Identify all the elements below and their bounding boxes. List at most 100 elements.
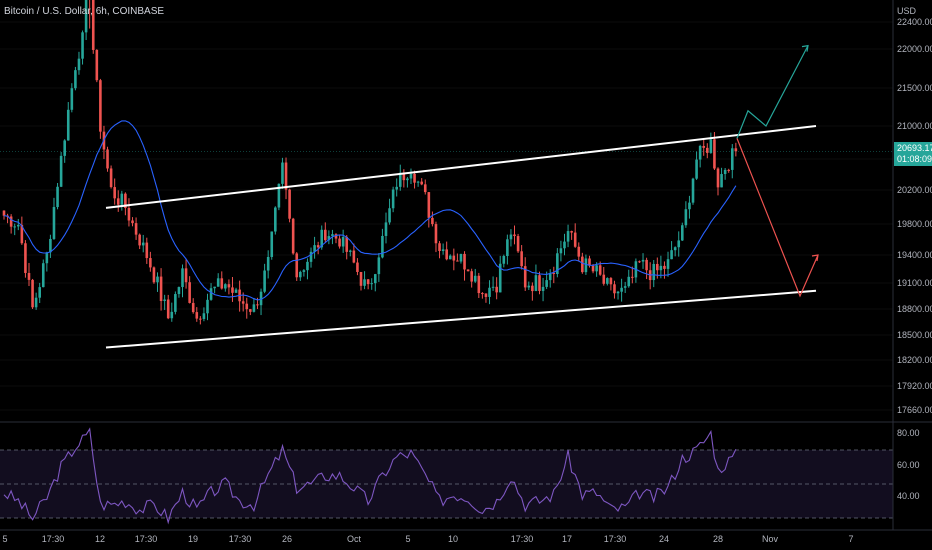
candle-body [566, 231, 570, 242]
candle-body [202, 313, 206, 319]
candle-body [556, 253, 559, 274]
candle-body [56, 186, 59, 208]
candle-body [531, 285, 534, 292]
candle-body [302, 270, 306, 272]
candle-body [702, 145, 706, 148]
candle-body [595, 265, 598, 272]
candle-body [141, 242, 145, 246]
candle-body [620, 287, 623, 292]
candle-body [677, 240, 681, 248]
candle-body [498, 263, 502, 293]
candle-body [441, 249, 445, 252]
rsi-tick-label: 40.00 [897, 491, 920, 501]
candle-body [538, 275, 541, 291]
candle-body [352, 250, 356, 263]
candle-body [698, 145, 702, 160]
candle-body [416, 181, 420, 183]
candle-body [438, 243, 441, 252]
candle-body [45, 252, 49, 264]
y-tick-label: 21000.00 [897, 121, 932, 131]
candle-body [316, 245, 320, 248]
candle-body [95, 49, 99, 81]
y-tick-label: 18800.00 [897, 304, 932, 314]
x-tick-label: 5 [405, 534, 410, 544]
candle-body [652, 263, 656, 281]
candle-body [584, 258, 588, 273]
candle-body [666, 259, 670, 269]
candle-body [213, 286, 216, 289]
x-tick-label: 7 [848, 534, 853, 544]
candle-body [174, 294, 177, 312]
channel-lower-line [105, 289, 817, 349]
candle-body [452, 255, 456, 261]
candle-body [391, 189, 395, 209]
candle-body [656, 263, 659, 271]
candle-body [220, 278, 224, 289]
candle-body [670, 250, 673, 260]
projection-arrows [736, 44, 819, 298]
rsi-tick-label: 60.00 [897, 460, 920, 470]
candle-body [181, 268, 184, 288]
chart-title: Bitcoin / U.S. Dollar, 6h, COINBASE [4, 6, 165, 17]
x-tick-label: 24 [659, 534, 669, 544]
candle-body [591, 265, 595, 272]
candle-body [138, 234, 141, 246]
candle-body [398, 172, 402, 187]
candle-body [145, 242, 149, 259]
x-tick-label: 17:30 [229, 534, 252, 544]
candle-body [99, 80, 102, 132]
candle-body [234, 289, 238, 293]
candle-body [177, 287, 181, 295]
candle-body [570, 231, 573, 233]
candle-body [506, 239, 509, 256]
candle-body [116, 198, 120, 205]
candle-body [284, 162, 288, 190]
candle-body [66, 109, 70, 141]
candle-body [49, 238, 52, 253]
candle-body [616, 291, 620, 294]
candle-body [548, 273, 552, 281]
candle-body [166, 299, 170, 319]
candle-body [149, 258, 152, 268]
candle-body [27, 272, 31, 280]
projection-down-arrowhead [811, 254, 819, 262]
candle-body [373, 274, 377, 284]
candle-body [613, 284, 616, 294]
candle-body [459, 253, 463, 262]
candle-body [488, 287, 491, 297]
candle-body [20, 224, 24, 244]
candle-body [413, 173, 416, 183]
candle-body [77, 58, 81, 71]
candle-body [266, 256, 270, 271]
candle-body [516, 236, 520, 252]
y-tick-label: 20200.00 [897, 185, 932, 195]
candle-body [552, 273, 556, 275]
candle-body [534, 275, 538, 292]
y-tick-label: 22000.00 [897, 44, 932, 54]
candle-body [527, 285, 531, 288]
candle-body [673, 247, 677, 251]
x-tick-label: 17:30 [604, 534, 627, 544]
candle-body [663, 265, 666, 269]
y-tick-label: 19800.00 [897, 219, 932, 229]
y-tick-label: 17920.00 [897, 381, 932, 391]
candle-body [52, 207, 56, 239]
candle-body [434, 224, 438, 244]
x-tick-label: 26 [282, 534, 292, 544]
candle-body [573, 232, 577, 247]
candle-body [695, 159, 698, 179]
candle-body [723, 169, 727, 175]
candle-body [345, 236, 349, 252]
candle-body [309, 251, 313, 262]
candle-body [256, 304, 259, 306]
candle-body [477, 275, 481, 294]
candle-body [359, 271, 363, 286]
candle-body [602, 274, 606, 284]
candle-body [456, 260, 459, 262]
candle-body [209, 288, 213, 300]
candle-body [688, 202, 691, 210]
x-tick-label: 5 [2, 534, 7, 544]
candle-body [331, 234, 334, 237]
candle-body [541, 286, 545, 291]
